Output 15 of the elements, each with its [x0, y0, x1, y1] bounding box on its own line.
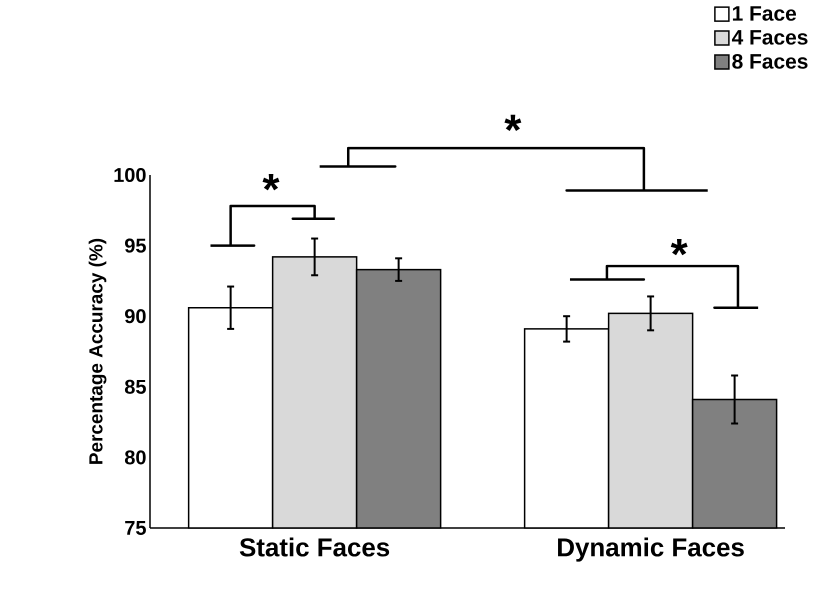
- legend-label: 4 Faces: [732, 30, 808, 45]
- y-tick-label: 95: [125, 238, 146, 253]
- annotation: *: [262, 174, 280, 190]
- y-tick-label: 85: [124, 380, 146, 394]
- x-tick-label: Static Faces: [240, 538, 390, 557]
- y-axis-title: Percentage Accuracy (%): [88, 238, 106, 464]
- y-tick-label: 90: [125, 309, 146, 324]
- y-tick-label: 75: [125, 521, 146, 535]
- annotation: *: [670, 238, 688, 256]
- legend-label: 8 Faces: [732, 54, 808, 69]
- legend-label: 1 Face: [732, 6, 796, 21]
- y-tick-label: 80: [124, 450, 146, 464]
- x-tick-label: Dynamic Faces: [558, 538, 744, 562]
- y-tick-label: 100: [114, 168, 146, 182]
- text: *: [504, 114, 522, 132]
